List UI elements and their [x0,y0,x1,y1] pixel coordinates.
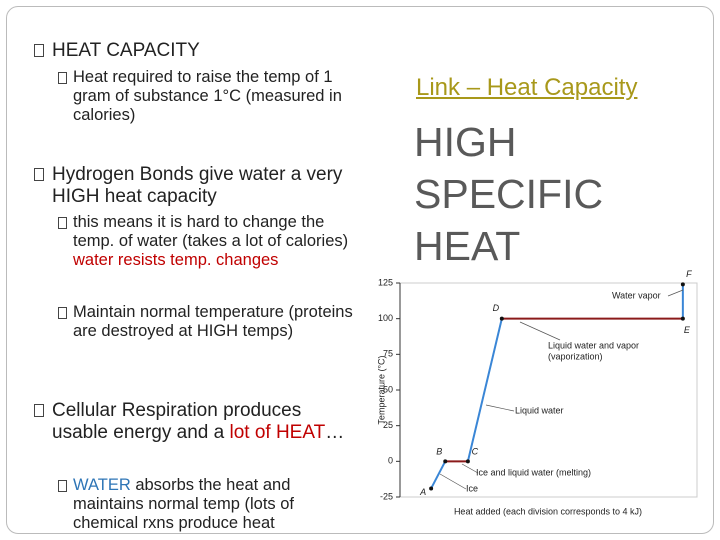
y-tick-label: 125 [378,277,393,287]
bullet-text: Hydrogen Bonds give water a very HIGH he… [52,164,343,207]
y-tick-label: 100 [378,313,393,323]
point-label: C [472,447,479,457]
annotation: Ice [466,483,478,493]
headline-line: HIGH [414,119,517,165]
bullet: Maintain normal temperature (proteins ar… [58,303,363,341]
bullet-text: WATER [73,476,131,494]
leader-line [439,473,467,490]
plot-frame [399,282,698,498]
headline: HIGH SPECIFIC HEAT [414,116,603,272]
y-tick-label: 0 [388,456,393,466]
annotation: Liquid water [515,405,564,415]
headline-line: HEAT [414,223,521,269]
curve-point [680,316,685,321]
bullet-text: HEAT CAPACITY [52,40,200,61]
bullet: Cellular Respiration produces usable ene… [34,400,352,444]
bullet: this means it is hard to change the temp… [58,213,363,270]
bullet: WATER absorbs the heat and maintains nor… [58,476,363,533]
bullet-text: Maintain normal temperature (proteins ar… [73,303,353,340]
curve-point [465,459,470,464]
y-tick-label: 75 [383,349,393,359]
y-tick-label: 25 [383,420,393,430]
bullet-text: … [325,421,345,443]
annotation: Liquid water and vapor [548,340,639,350]
leader-line [461,463,479,474]
annotation: (vaporization) [548,351,603,361]
bullet: HEAT CAPACITY [34,40,352,62]
annotation: Water vapor [612,290,661,300]
curve-segment [430,460,447,489]
curve-segment [466,318,503,462]
bullet-text: absorbs the heat and maintains normal te… [73,476,295,532]
annotation: Ice and liquid water (melting) [476,467,591,477]
leader-line [485,404,515,412]
point-label: E [684,325,691,335]
x-axis-label: Heat added (each division corresponds to… [454,506,642,516]
bullet-text: water resists temp. changes [73,250,279,269]
curve-point [443,459,448,464]
y-tick-label: 50 [383,384,393,394]
point-label: F [686,269,692,279]
curve-point [429,486,434,491]
curve-point [499,316,504,321]
bullet-text: Heat required to raise the temp of 1 gra… [73,68,342,124]
bullet-text: this means it is hard to change the temp… [73,213,349,250]
point-label: A [419,487,426,497]
bullet: Hydrogen Bonds give water a very HIGH he… [34,164,352,208]
curve-point [680,282,685,287]
bullet-text: lot of HEAT [229,421,326,443]
leader-line [667,289,684,297]
point-label: B [436,447,442,457]
bullet-text: Cellular Respiration produces usable ene… [52,400,302,443]
slide-frame [6,6,714,534]
y-tick-label: -25 [380,491,393,501]
bullet: Heat required to raise the temp of 1 gra… [58,68,363,125]
leader-line [519,321,561,341]
headline-line: SPECIFIC [414,171,604,217]
point-label: D [493,303,500,313]
link[interactable]: Link – Heat Capacity [416,74,638,101]
y-axis-label: Temperature (°C) [376,355,386,424]
